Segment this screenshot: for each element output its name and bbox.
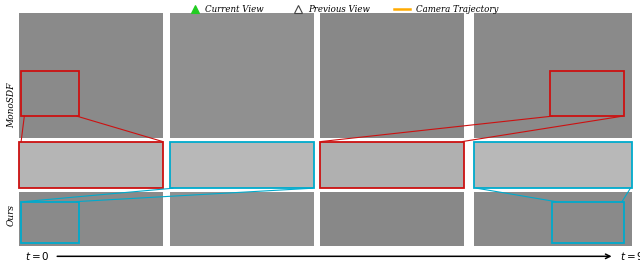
Text: Camera Trajectory: Camera Trajectory	[416, 5, 499, 14]
Text: MonoSDF: MonoSDF	[7, 83, 16, 128]
FancyBboxPatch shape	[320, 13, 464, 138]
FancyBboxPatch shape	[474, 142, 632, 188]
FancyBboxPatch shape	[320, 192, 464, 246]
FancyBboxPatch shape	[474, 192, 632, 246]
FancyBboxPatch shape	[320, 142, 464, 188]
FancyBboxPatch shape	[19, 13, 163, 138]
Text: Previous View: Previous View	[308, 5, 370, 14]
Text: $t = 9$: $t = 9$	[620, 250, 640, 262]
Text: Current View: Current View	[205, 5, 264, 14]
FancyBboxPatch shape	[170, 13, 314, 138]
FancyBboxPatch shape	[19, 192, 163, 246]
FancyBboxPatch shape	[170, 142, 314, 188]
FancyBboxPatch shape	[19, 142, 163, 188]
FancyBboxPatch shape	[474, 13, 632, 138]
Text: $t = 0$: $t = 0$	[24, 250, 49, 262]
Text: Ours: Ours	[7, 204, 16, 226]
FancyBboxPatch shape	[170, 192, 314, 246]
